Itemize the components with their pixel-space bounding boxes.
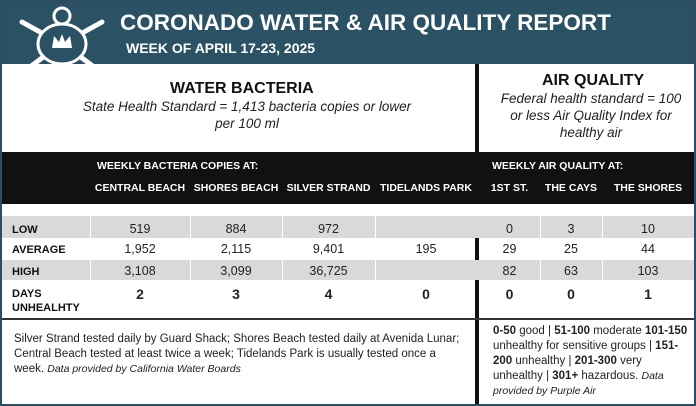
row-label: LOW	[12, 224, 38, 236]
water-note: Silver Strand tested daily by Guard Shac…	[14, 332, 464, 377]
aqi-range: 151-200	[493, 340, 679, 367]
column-header: SHORES BEACH	[193, 182, 279, 194]
source: Data provided by Purple Air	[493, 370, 664, 397]
cell: 3	[232, 286, 240, 302]
cell: 1	[644, 286, 652, 302]
aqi-label: unhealthy |	[515, 355, 572, 367]
air-standard: Federal health standard = 100 or less Ai…	[500, 91, 682, 140]
cell: 103	[637, 264, 659, 278]
column-separator	[375, 204, 376, 316]
cell: 36,725	[309, 264, 348, 278]
cell: 25	[564, 242, 578, 256]
cell: 884	[225, 222, 247, 236]
cell: 2,115	[220, 242, 252, 256]
air-title: AIR QUALITY	[542, 72, 645, 89]
row-label: DAYS UNHEALHTY	[12, 288, 80, 314]
cell: 3	[567, 222, 575, 236]
header-bar	[2, 2, 694, 73]
column-header: 1ST ST.	[490, 182, 529, 194]
cell: 0	[505, 286, 514, 302]
cell: 519	[129, 222, 151, 236]
column-separator	[282, 204, 283, 316]
aqi-range: 101-150	[645, 325, 688, 337]
water-title: WATER BACTERIA	[170, 80, 314, 97]
aqi-range: 51-100	[554, 325, 591, 337]
column-header: TIDELANDS PARK	[380, 182, 472, 194]
row-band	[2, 218, 694, 238]
cell: 3,099	[220, 264, 252, 278]
cell: 0	[506, 222, 513, 236]
cell: 4	[324, 286, 333, 302]
column-header: THE CAYS	[544, 182, 598, 194]
cell: 0	[567, 286, 575, 302]
cell: 972	[318, 222, 339, 236]
cell: 44	[641, 242, 655, 256]
column-separator	[602, 204, 603, 316]
water-heading: WEEKLY BACTERIA COPIES AT:	[97, 160, 259, 172]
aqi-label: very unhealthy |	[493, 355, 642, 382]
column-separator	[90, 204, 91, 316]
cell: 1,952	[124, 242, 156, 256]
cell: 10	[641, 222, 655, 236]
aqi-range: 201-300	[574, 355, 617, 367]
cell: 195	[415, 242, 437, 256]
title: CORONADO WATER & AIR QUALITY REPORT	[120, 10, 611, 35]
aqi-label: hazardous.	[581, 370, 639, 382]
aqi-range: 301+	[552, 370, 579, 382]
row-label: HIGH	[12, 266, 40, 278]
column-header: SILVER STRAND	[286, 182, 371, 194]
column-separator	[190, 204, 191, 316]
cell: 0	[422, 286, 430, 302]
air-heading: WEEKLY AIR QUALITY AT:	[492, 160, 624, 172]
aqi-range: 0-50	[493, 325, 517, 337]
table-header-bar	[2, 152, 694, 204]
footer-rule	[2, 318, 694, 320]
cell: 3,108	[124, 264, 156, 278]
column-header: CENTRAL BEACH	[94, 182, 186, 194]
cell: 29	[502, 242, 517, 256]
aqi-label: unhealthy for sensitive groups |	[493, 340, 652, 352]
cell: 9,401	[312, 242, 345, 256]
source: Data provided by California Water Boards	[47, 363, 241, 375]
cell: 63	[564, 264, 578, 278]
row-band	[2, 204, 694, 216]
turtle-logo	[19, 6, 105, 73]
column-separator	[540, 204, 541, 316]
column-header: THE SHORES	[613, 182, 683, 194]
cell: 2	[136, 286, 144, 302]
row-band	[2, 260, 694, 280]
aqi-scale: 0-50 good | 51-100 moderate 101-150 unhe…	[493, 324, 691, 399]
cell: 82	[502, 264, 517, 278]
water-standard: State Health Standard = 1,413 bacteria c…	[82, 99, 412, 131]
subtitle: WEEK OF APRIL 17-23, 2025	[126, 40, 316, 56]
aqi-label: moderate	[593, 325, 642, 337]
row-label: AVERAGE	[12, 244, 66, 256]
note-text: Silver Strand tested daily by Guard Shac…	[14, 333, 460, 375]
aqi-label: good |	[519, 325, 551, 337]
